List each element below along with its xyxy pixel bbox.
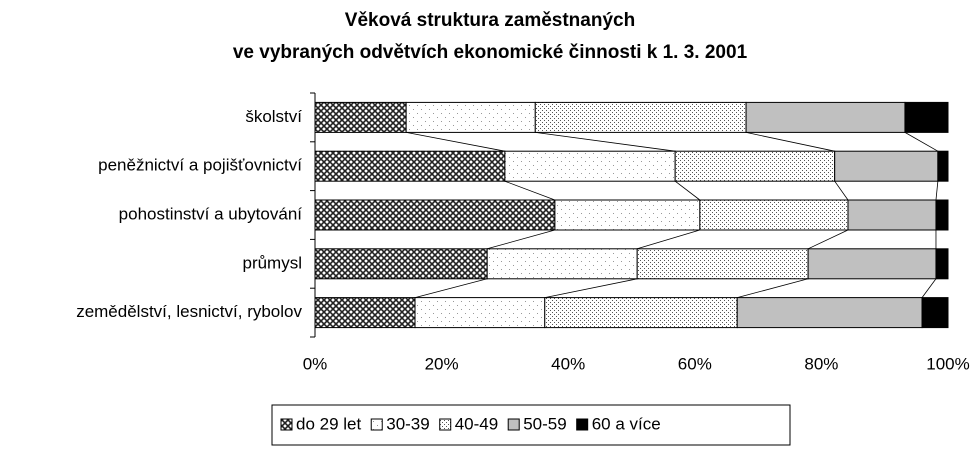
legend-box <box>271 404 791 446</box>
series-line <box>504 180 556 201</box>
series-line <box>904 132 939 152</box>
legend-swatch <box>576 418 589 431</box>
series-line <box>487 229 556 250</box>
legend-label: 50-59 <box>523 414 566 433</box>
bar-segment <box>414 297 546 329</box>
y-tick-label: zemědělství, lesnictví, rybolov <box>76 302 302 321</box>
legend-label: 60 a více <box>592 414 661 433</box>
series-line <box>544 278 638 298</box>
bar-segment <box>807 248 937 280</box>
bar-segment <box>736 297 923 329</box>
chart-title: Věková struktura zaměstnaných <box>345 10 635 31</box>
bar-segment <box>847 199 937 231</box>
x-tick-label: 100% <box>926 354 969 373</box>
bar-segment <box>314 101 407 133</box>
bar-segment <box>937 150 949 182</box>
bar-segment <box>935 199 949 231</box>
x-tick-label: 40% <box>551 354 585 373</box>
bar-segment <box>405 101 536 133</box>
y-tick-label: pohostinství a ubytování <box>119 204 303 223</box>
bar-segment <box>544 297 738 329</box>
series-line <box>737 278 809 298</box>
bar-segment <box>314 199 556 231</box>
chart-subtitle: ve vybraných odvětvích ekonomické činnos… <box>233 42 748 63</box>
series-line <box>745 132 835 152</box>
bar-segment <box>636 248 809 280</box>
bar-segment <box>745 101 906 133</box>
series-line <box>674 180 701 201</box>
bar-segment <box>314 297 416 329</box>
legend-swatch <box>280 418 293 431</box>
legend-label: 30-39 <box>386 414 429 433</box>
bar-segment <box>486 248 638 280</box>
bar-segment <box>314 248 488 280</box>
y-tick-label: peněžnictví a pojišťovnictví <box>98 156 302 175</box>
series-line <box>935 181 939 201</box>
bar-segment <box>314 150 506 182</box>
x-tick-label: 0% <box>303 354 328 373</box>
x-tick-label: 60% <box>678 354 712 373</box>
bar-segment <box>904 101 949 133</box>
series-line <box>807 229 849 250</box>
bar-segment <box>935 248 949 280</box>
bar-segment <box>834 150 939 182</box>
series-line <box>834 180 849 201</box>
x-tick-label: 20% <box>425 354 459 373</box>
legend-swatch <box>370 418 383 431</box>
legend-label: 40-49 <box>455 414 498 433</box>
legend-swatch <box>507 418 520 431</box>
series-line <box>414 278 488 298</box>
legend-label: do 29 let <box>296 414 361 433</box>
series-line <box>406 132 505 152</box>
bar-segment <box>554 199 701 231</box>
bar-segment <box>674 150 836 182</box>
series-line <box>535 132 676 152</box>
legend-swatch <box>439 418 452 431</box>
x-tick-label: 80% <box>804 354 838 373</box>
bar-segment <box>921 297 949 329</box>
bar-segment <box>504 150 676 182</box>
y-tick-label: průmysl <box>242 253 302 272</box>
bar-segment <box>534 101 747 133</box>
series-line <box>921 278 937 298</box>
series-line <box>637 229 700 250</box>
bar-segment <box>699 199 849 231</box>
y-tick-label: školství <box>245 107 302 126</box>
